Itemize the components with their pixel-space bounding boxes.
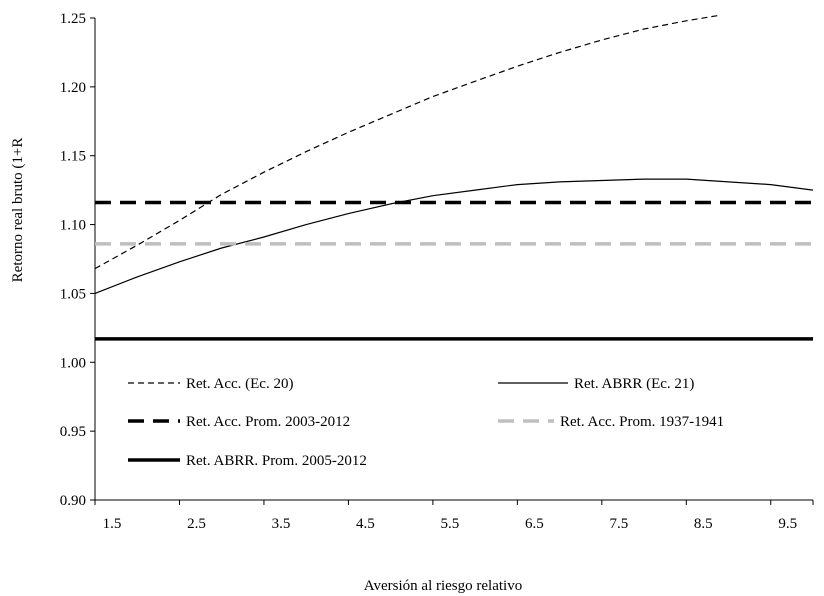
series-layer (94, 14, 814, 341)
y-tick-label: 1.20 (60, 80, 86, 96)
x-tick-label: 5.5 (441, 516, 460, 532)
axes: 0.90 0.95 1.00 1.05 1.10 1.15 1.20 1.25 1.5 2.5 3.… (60, 11, 814, 532)
y-tick-label: 0.95 (60, 424, 86, 440)
series-line-2 (94, 178, 814, 294)
y-tick-label: 0.90 (60, 493, 86, 509)
legend-label-2: Ret. ABRR (Ec. 21) (574, 376, 694, 392)
x-axis-title: Aversión al riesgo relativo (364, 578, 522, 594)
legend-label-3: Ret. Acc. Prom. 2003-2012 (186, 414, 350, 430)
y-tick-label: 1.15 (60, 149, 86, 165)
legend-label-5: Ret. ABRR. Prom. 2005-2012 (186, 453, 367, 469)
x-tick-label: 3.5 (272, 516, 291, 532)
y-axis-title: Retorno real bruto (1+R (10, 138, 26, 283)
legend: Ret. Acc. (Ec. 20) Ret. ABRR (Ec. 21) Ret.… (128, 376, 724, 469)
x-tick-label: 7.5 (609, 516, 628, 532)
x-tick-label: 2.5 (187, 516, 206, 532)
x-tick-label: 8.5 (694, 516, 713, 532)
x-tick-label: 6.5 (525, 516, 544, 532)
legend-label-1: Ret. Acc. (Ec. 20) (186, 376, 293, 392)
y-tick-label: 1.05 (60, 286, 86, 302)
x-tick-label: 1.5 (103, 516, 122, 532)
x-tick-label: 4.5 (356, 516, 375, 532)
y-tick-label: 1.00 (60, 355, 86, 371)
legend-label-4: Ret. Acc. Prom. 1937-1941 (560, 414, 724, 430)
y-tick-label: 1.10 (60, 218, 86, 234)
series-line-1 (94, 14, 721, 270)
x-tick-label: 9.5 (778, 516, 797, 532)
y-tick-label: 1.25 (60, 11, 86, 27)
